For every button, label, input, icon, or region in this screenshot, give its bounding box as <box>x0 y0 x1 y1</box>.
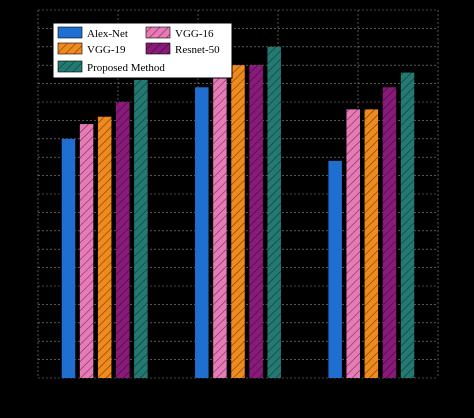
legend-swatch <box>57 60 83 73</box>
legend-label: VGG-19 <box>87 44 126 56</box>
bar-vgg-16-2 <box>213 72 227 378</box>
bar-alex-net-1 <box>61 138 76 378</box>
bar-proposed-method-1 <box>134 79 148 379</box>
bar-proposed-method-2 <box>267 46 281 379</box>
legend-label: VGG-16 <box>175 28 214 40</box>
legend-label: Resnet-50 <box>175 44 220 56</box>
legend-swatch <box>145 42 171 55</box>
legend-swatch <box>57 26 83 39</box>
bar-alex-net-3 <box>328 160 342 378</box>
bar-vgg-16-3 <box>346 109 360 379</box>
bar-vgg-16-1 <box>79 124 94 378</box>
legend-swatch <box>145 26 171 39</box>
bar-proposed-method-3 <box>400 72 415 378</box>
bars <box>61 46 415 379</box>
bar-vgg-19-2 <box>231 65 245 378</box>
bar-vgg-19-1 <box>97 116 112 378</box>
bar-resnet-50-1 <box>116 102 130 378</box>
legend-label: Proposed Method <box>87 62 165 74</box>
bar-resnet-50-3 <box>382 87 397 378</box>
bar-vgg-19-3 <box>364 109 379 379</box>
legend: Alex-Net VGG-16 VGG-19 Resnet-50 Proposed Me… <box>52 22 233 79</box>
bar-alex-net-2 <box>195 87 209 378</box>
legend-swatch <box>57 42 83 55</box>
bar-resnet-50-2 <box>249 65 263 378</box>
legend-box <box>52 22 233 79</box>
legend-label: Alex-Net <box>87 28 128 40</box>
